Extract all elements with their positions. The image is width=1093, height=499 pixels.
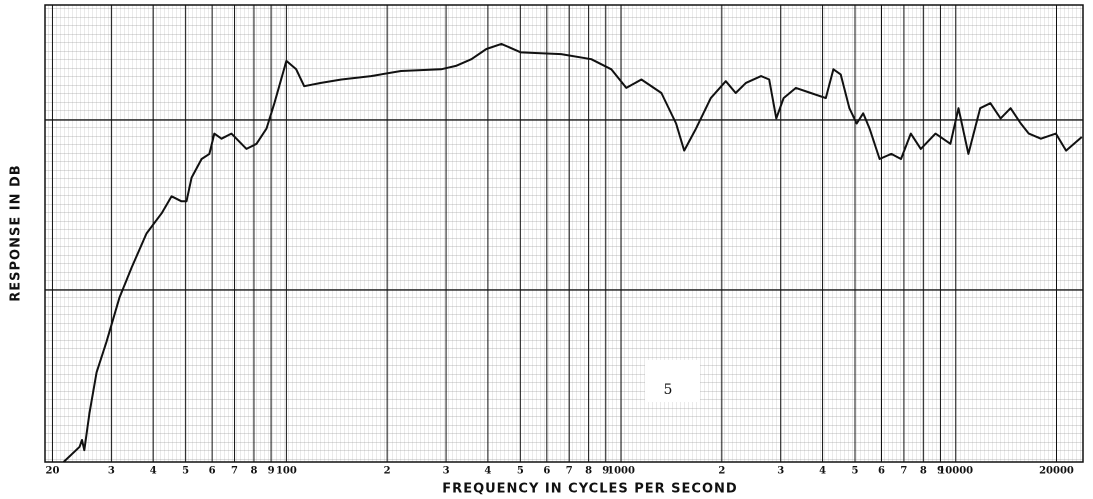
x-tick-label: 3	[443, 466, 450, 477]
x-tick-label: 20	[45, 466, 59, 477]
x-tick-label: 9	[602, 466, 609, 477]
x-tick-label: 8	[585, 466, 592, 477]
annotation-box	[645, 360, 700, 402]
annotation: 5	[664, 382, 673, 398]
x-axis-title: FREQUENCY IN CYCLES PER SECOND	[442, 482, 737, 497]
x-tick-label: 3	[108, 466, 115, 477]
x-tick-label: 7	[566, 466, 573, 477]
x-tick-label: 4	[484, 466, 491, 477]
x-tick-label: 100	[276, 466, 297, 477]
x-tick-label: 9	[937, 466, 944, 477]
x-tick-label: 10000	[938, 466, 973, 477]
x-tick-label: 3	[777, 466, 784, 477]
x-tick-label: 7	[900, 466, 907, 477]
x-tick-label: 8	[920, 466, 927, 477]
x-tick-label: 2	[718, 466, 725, 477]
plot-area	[51, 5, 1083, 463]
x-tick-label: 20000	[1039, 466, 1074, 477]
x-tick-label: 4	[150, 466, 157, 477]
x-tick-label: 1000	[607, 466, 635, 477]
x-tick-label: 6	[878, 466, 885, 477]
x-tick-label: 4	[819, 466, 826, 477]
x-tick-label: 6	[543, 466, 550, 477]
graph-paper	[45, 5, 1083, 462]
y-axis-title: RESPONSE IN DB	[9, 164, 24, 301]
x-tick-label: 5	[852, 466, 859, 477]
x-tick-label: 7	[231, 466, 238, 477]
response-line	[62, 42, 1083, 463]
x-tick-label: 6	[209, 466, 216, 477]
x-tick-label: 5	[182, 466, 189, 477]
x-tick-label: 2	[384, 466, 391, 477]
plot-frame	[44, 4, 1084, 463]
x-tick-label: 9	[268, 466, 275, 477]
x-tick-label: 8	[250, 466, 257, 477]
x-tick-label: 5	[517, 466, 524, 477]
